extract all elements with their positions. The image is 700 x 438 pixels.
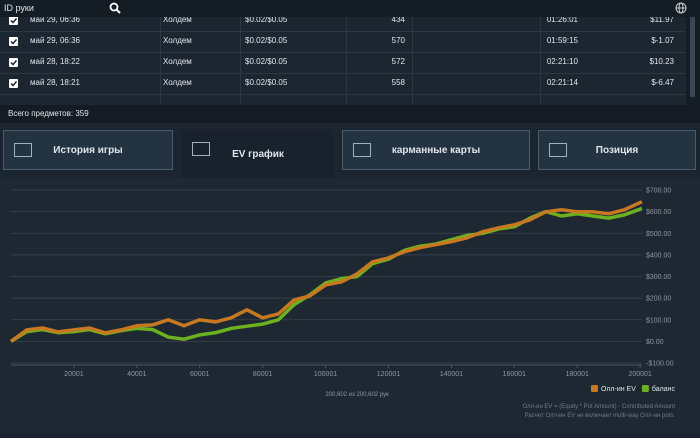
x-tick-label: 80001	[253, 371, 273, 378]
x-tick-label: 160001	[503, 371, 526, 378]
table-cell: $11.97	[650, 17, 674, 24]
table-cell: 01:26:01	[546, 17, 578, 24]
column-divider	[412, 17, 413, 105]
tab-label: карманные карты	[391, 144, 481, 156]
row-divider	[0, 31, 686, 32]
row-divider	[0, 94, 686, 95]
row-divider	[0, 73, 686, 74]
note: Олл-ин EV = (Equity * Pot Amount) - Cont…	[523, 404, 676, 410]
tab-icon	[192, 142, 210, 156]
table-cell: $-6.47	[651, 78, 674, 87]
tab-label: Позиция	[595, 144, 639, 156]
y-tick-label: -$100.00	[646, 361, 674, 368]
table-cell: 01:59:15	[546, 36, 578, 45]
column-divider	[160, 17, 161, 105]
x-tick-label: 180001	[566, 371, 589, 378]
legend-label: Олл-ин EV	[601, 386, 636, 393]
table-cell: 570	[391, 36, 405, 45]
table-cell: Холдем	[163, 36, 192, 45]
x-tick-label: 120001	[377, 371, 400, 378]
hands-table: май 29, 06:36 Холдем $0.02/$0.05 434 01:26:0…	[0, 17, 686, 105]
top-bar: ID руки	[0, 0, 700, 17]
y-tick-label: $200.00	[646, 296, 671, 303]
legend-label: баланс	[652, 385, 676, 393]
legend-swatch	[590, 385, 598, 392]
table-cell: 434	[391, 17, 405, 24]
table-cell: $0.02/$0.05	[245, 36, 288, 45]
table-cell: май 28, 18:22	[30, 57, 81, 66]
row-divider	[0, 52, 686, 53]
total-bar: Всего предметов: 359	[0, 105, 700, 123]
total-count: Всего предметов: 359	[8, 109, 89, 118]
column-divider	[346, 17, 347, 105]
legend-swatch	[641, 385, 649, 392]
table-cell: $0.02/$0.05	[245, 17, 288, 24]
y-tick-label: $300.00	[646, 274, 671, 281]
search-input[interactable]: ID руки	[4, 3, 34, 13]
table-cell: 02:21:14	[546, 78, 578, 87]
table-cell: Холдем	[163, 17, 192, 24]
table-cell: май 29, 06:36	[30, 36, 81, 45]
table-cell: май 28, 18:21	[30, 78, 81, 87]
table-cell: 572	[391, 57, 405, 66]
table-cell: $0.02/$0.05	[245, 57, 288, 66]
checkbox[interactable]	[9, 17, 18, 25]
tab-icon	[14, 143, 32, 157]
note: Расчет Олл-ин EV не включает multi-way О…	[525, 413, 676, 419]
tab-icon	[353, 143, 371, 157]
tab[interactable]: История игры	[3, 130, 173, 170]
table-cell: май 29, 06:36	[30, 17, 81, 24]
checkbox[interactable]	[9, 58, 18, 67]
y-tick-label: $600.00	[646, 209, 671, 216]
tab[interactable]: EV график	[182, 130, 334, 178]
search-icon[interactable]	[109, 2, 121, 14]
x-tick-label: 20001	[64, 371, 84, 378]
y-tick-label: $100.00	[646, 317, 671, 324]
y-tick-label: $0.00	[646, 339, 664, 346]
chart-panel: -$100.00 $0.00 $100.00 $200.00 $300.00 $400.0…	[0, 178, 700, 433]
column-divider	[240, 17, 241, 105]
table-cell: $0.02/$0.05	[245, 78, 288, 87]
x-tick-label: 60001	[190, 371, 210, 378]
column-divider	[540, 17, 541, 105]
tab[interactable]: карманные карты	[342, 130, 530, 170]
y-tick-label: $400.00	[646, 252, 671, 259]
tab-label: EV график	[232, 148, 284, 160]
series-line	[9, 200, 643, 343]
table-cell: 02:21:10	[546, 57, 578, 66]
tab-icon	[549, 143, 567, 157]
checkbox[interactable]	[9, 37, 18, 46]
globe-icon[interactable]	[675, 2, 687, 14]
table-cell: Холдем	[163, 78, 192, 87]
y-tick-label: $700.00	[646, 188, 671, 195]
x-tick-label: 200001	[628, 371, 651, 378]
table-cell: 558	[391, 78, 405, 87]
tab-label: История игры	[53, 144, 123, 156]
checkbox[interactable]	[9, 79, 18, 88]
y-tick-label: $500.00	[646, 231, 671, 238]
table-cell: $-1.07	[651, 36, 674, 45]
scrollbar[interactable]	[686, 17, 700, 105]
x-tick-label: 100001	[314, 371, 337, 378]
tab[interactable]: Позиция	[538, 130, 696, 170]
table-cell: Холдем	[163, 57, 192, 66]
series-line	[10, 206, 643, 343]
x-tick-label: 40001	[127, 371, 147, 378]
table-cell: $10.23	[649, 57, 674, 66]
chart: -$100.00 $0.00 $100.00 $200.00 $300.00 $400.0…	[9, 188, 676, 419]
x-tick-label: 140001	[440, 371, 463, 378]
hands-count: 200,602 из 200,602 рук	[325, 392, 389, 398]
